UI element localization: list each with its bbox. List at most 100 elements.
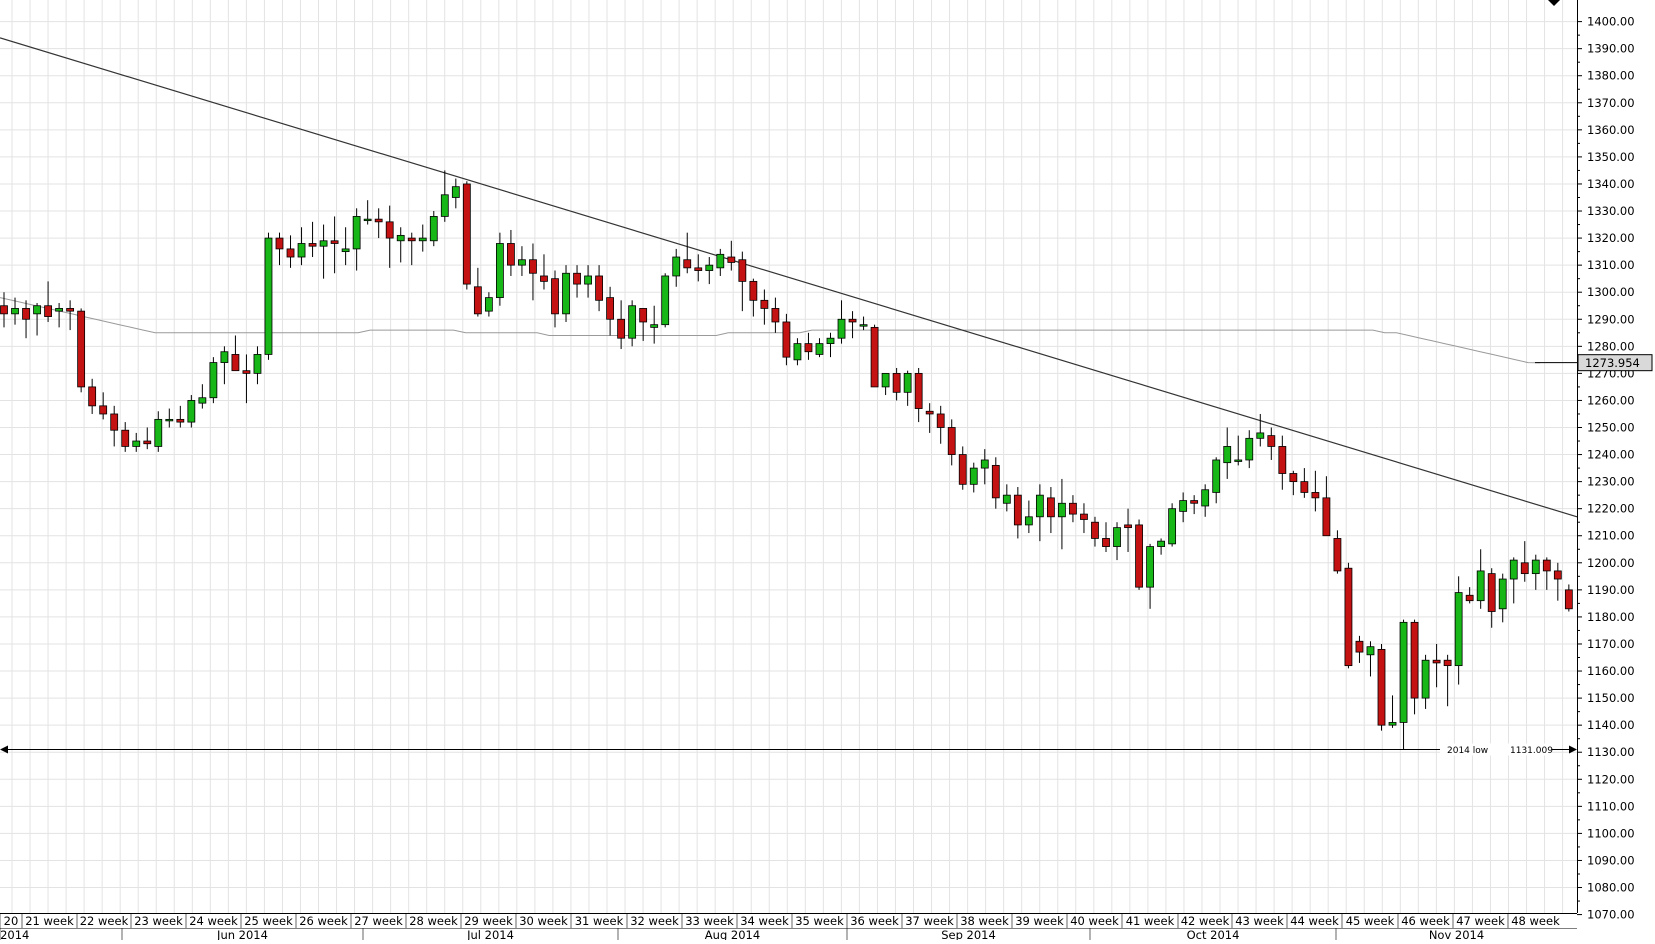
candle — [99, 392, 108, 420]
current-price: 1273.954 — [1535, 354, 1653, 372]
current-price-box — [1577, 354, 1653, 372]
candle-body-down — [385, 221, 394, 239]
candle-body-down — [1124, 524, 1132, 529]
candles — [0, 170, 1573, 750]
candle — [66, 300, 75, 331]
candle-body-down — [77, 310, 86, 388]
candle-body-down — [473, 286, 482, 315]
y-tick-label: 1080.00 — [1587, 881, 1635, 895]
x-week-label: 20 — [4, 914, 19, 928]
candle — [1289, 470, 1298, 496]
y-tick-label: 1170.00 — [1587, 637, 1635, 651]
candle — [628, 300, 637, 347]
candle — [462, 181, 471, 290]
x-week-label: 37 week — [905, 914, 954, 928]
candle-body-up — [264, 237, 273, 355]
y-tick-label: 1120.00 — [1587, 772, 1635, 786]
candle — [1013, 487, 1022, 539]
candle-body-up — [661, 275, 670, 326]
candle-body-up — [980, 459, 989, 469]
x-week-label: 23 week — [134, 914, 183, 928]
candle — [683, 232, 692, 274]
candle-body-up — [484, 297, 493, 312]
x-week-label: 32 week — [630, 914, 679, 928]
y-tick-label: 1330.00 — [1587, 204, 1635, 218]
candle-body-down — [1465, 594, 1474, 602]
plot-background — [0, 0, 1577, 913]
candle — [848, 311, 857, 339]
x-week-label: 36 week — [850, 914, 899, 928]
x-week-label: 38 week — [960, 914, 1009, 928]
candle-body-up — [165, 418, 174, 422]
candle — [782, 313, 791, 366]
candle-body-down — [914, 372, 923, 409]
support-label-bg — [1440, 743, 1552, 756]
candle-body-down — [1377, 648, 1386, 726]
candle — [738, 251, 747, 312]
x-week-label: 29 week — [464, 914, 513, 928]
x-week-label: 43 week — [1235, 914, 1284, 928]
candle — [319, 224, 328, 279]
candle-body-up — [903, 372, 912, 393]
x-week-label: 22 week — [80, 914, 129, 928]
candle-body-down — [176, 418, 185, 423]
candle — [1091, 516, 1099, 547]
candle — [870, 324, 879, 388]
candle-body-down — [892, 372, 901, 393]
candle-body-up — [253, 354, 262, 374]
candle — [1531, 554, 1540, 590]
candle-body-down — [1190, 500, 1199, 504]
y-tick-label: 1300.00 — [1587, 285, 1635, 299]
candle — [771, 297, 780, 333]
candle-body-down — [308, 243, 317, 247]
candle-body-up — [1509, 559, 1518, 580]
x-week-label: 21 week — [25, 914, 74, 928]
candle — [1443, 654, 1452, 707]
x-week-label: 25 week — [244, 914, 293, 928]
candle-body-down — [66, 308, 75, 312]
candle — [418, 224, 427, 252]
candle-body-down — [1135, 524, 1143, 588]
candle — [55, 303, 63, 328]
candle — [595, 265, 603, 312]
candle-body-up — [220, 351, 229, 363]
candle-body-down — [749, 280, 758, 301]
candle — [1476, 549, 1485, 609]
candle — [154, 411, 163, 452]
candle — [1146, 543, 1154, 609]
candle — [914, 367, 923, 423]
candle-body-down — [1102, 538, 1110, 547]
candle-body-up — [396, 234, 405, 242]
candle — [749, 278, 758, 317]
candle-body-down — [848, 318, 857, 323]
candle — [1300, 468, 1309, 498]
candle-body-up — [440, 194, 449, 217]
arrow-right-icon — [1569, 745, 1577, 754]
candle — [1432, 643, 1441, 688]
x-axis-background — [0, 913, 1577, 940]
candle — [1234, 435, 1243, 466]
x-week-label: 28 week — [409, 914, 458, 928]
candle — [1113, 522, 1121, 561]
candle-body-up — [352, 216, 361, 250]
candle — [165, 408, 174, 428]
candle — [451, 178, 460, 209]
candle — [1377, 643, 1386, 731]
x-axis: 20 21 week 22 week 23 week 24 week 25 week 26 … — [0, 913, 1577, 942]
candle — [231, 335, 240, 372]
candle — [837, 300, 846, 344]
candle — [1553, 562, 1562, 601]
y-tick-label: 1280.00 — [1587, 339, 1635, 353]
y-tick-label: 1390.00 — [1587, 42, 1635, 56]
x-week-label: 41 week — [1126, 914, 1175, 928]
candle-body-up — [132, 440, 141, 447]
candle — [815, 338, 824, 358]
candle-body-down — [1355, 640, 1364, 653]
x-month-label: Jul 2014 — [466, 928, 514, 940]
candle-body-down — [1091, 521, 1099, 539]
y-tick-label: 1320.00 — [1587, 231, 1635, 245]
x-week-label: 30 week — [519, 914, 568, 928]
candle-body-down — [407, 237, 416, 242]
candle-body-down — [374, 218, 383, 223]
